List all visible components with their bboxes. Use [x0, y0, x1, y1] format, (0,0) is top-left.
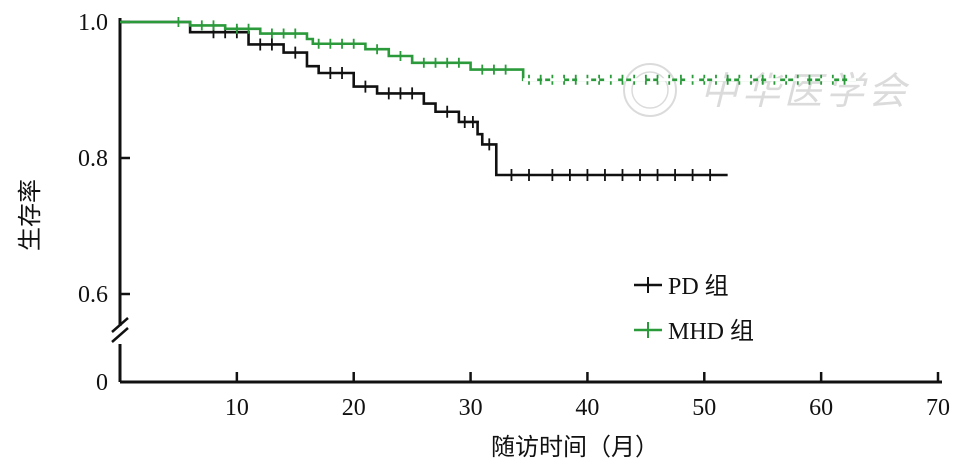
censor-mark: [453, 57, 464, 68]
censor-mark: [313, 38, 324, 49]
censor-mark: [616, 169, 629, 181]
censor-mark: [337, 38, 348, 49]
censor-mark: [278, 28, 289, 39]
censor-mark: [546, 169, 559, 181]
censor-mark: [290, 28, 301, 39]
censor-mark: [418, 57, 429, 68]
censor-mark: [488, 64, 499, 75]
censor-mark: [523, 169, 535, 181]
censor-mark: [581, 169, 594, 181]
legend: PD 组 MHD 组: [634, 273, 754, 345]
censor-mark: [505, 169, 518, 181]
watermark-seal-inner-ring: [631, 71, 669, 109]
series-2: [120, 17, 857, 85]
x-tick-label: 60: [809, 395, 833, 421]
watermark: 中华医学会: [623, 63, 910, 117]
censor-mark: [669, 169, 682, 181]
censor-mark: [173, 17, 184, 27]
censor-mark: [686, 169, 699, 181]
censor-mark: [651, 169, 664, 181]
y-axis-break-mark-2: [111, 327, 129, 343]
censor-mark: [500, 64, 511, 75]
y-tick-label: 1.0: [78, 10, 108, 36]
x-tick-label: 50: [692, 395, 716, 421]
censor-mark: [231, 23, 242, 34]
censor-mark: [483, 138, 496, 151]
censor-mark: [598, 169, 611, 181]
series-layer: [120, 17, 857, 181]
censor-mark: [265, 38, 278, 51]
x-axis-title: 随访时间（月）: [491, 433, 659, 461]
censor-mark: [406, 87, 419, 100]
x-tick-label: 70: [926, 395, 950, 421]
x-tick-label: 10: [225, 395, 249, 421]
x-tick-label: 40: [575, 395, 599, 421]
censor-mark: [372, 44, 383, 55]
censor-mark: [477, 64, 488, 75]
censor-mark: [243, 23, 254, 34]
y-axis-title: 生存率: [16, 179, 44, 251]
censor-mark: [289, 46, 302, 59]
y-tick-label: 0.6: [78, 282, 108, 308]
censor-mark: [324, 67, 337, 79]
legend-label: PD 组: [668, 273, 729, 300]
censor-mark: [394, 87, 407, 100]
censor-mark: [441, 105, 454, 118]
censor-mark: [395, 51, 406, 61]
censor-mark: [563, 169, 576, 181]
axes: 1.0 0.8 0.6 0 10 20 30 40 50 60 70: [78, 10, 950, 421]
x-tick-label: 20: [342, 395, 366, 421]
x-tick-label: 30: [459, 395, 483, 421]
watermark-seal-icon: [623, 63, 677, 117]
y-tick-label-zero: 0: [96, 370, 108, 396]
censor-mark: [359, 80, 372, 93]
legend-label: MHD 组: [668, 318, 754, 345]
censor-mark: [208, 20, 219, 31]
censor-mark: [442, 57, 453, 68]
censor-mark: [382, 87, 395, 100]
censor-mark: [196, 20, 207, 31]
censor-mark: [704, 169, 717, 181]
censor-mark: [336, 67, 349, 79]
censor-mark: [634, 169, 647, 181]
censor-mark: [466, 115, 479, 128]
y-tick-label: 0.8: [78, 146, 108, 172]
series-line: [120, 20, 728, 177]
y-axis-break-mark-1: [111, 317, 129, 333]
censor-mark: [348, 38, 359, 49]
censor-mark: [254, 38, 267, 51]
censor-mark: [325, 38, 336, 49]
watermark-text: 中华医学会: [700, 69, 910, 113]
censor-mark: [430, 57, 441, 68]
censor-mark: [266, 28, 277, 39]
series-1: [120, 20, 728, 181]
